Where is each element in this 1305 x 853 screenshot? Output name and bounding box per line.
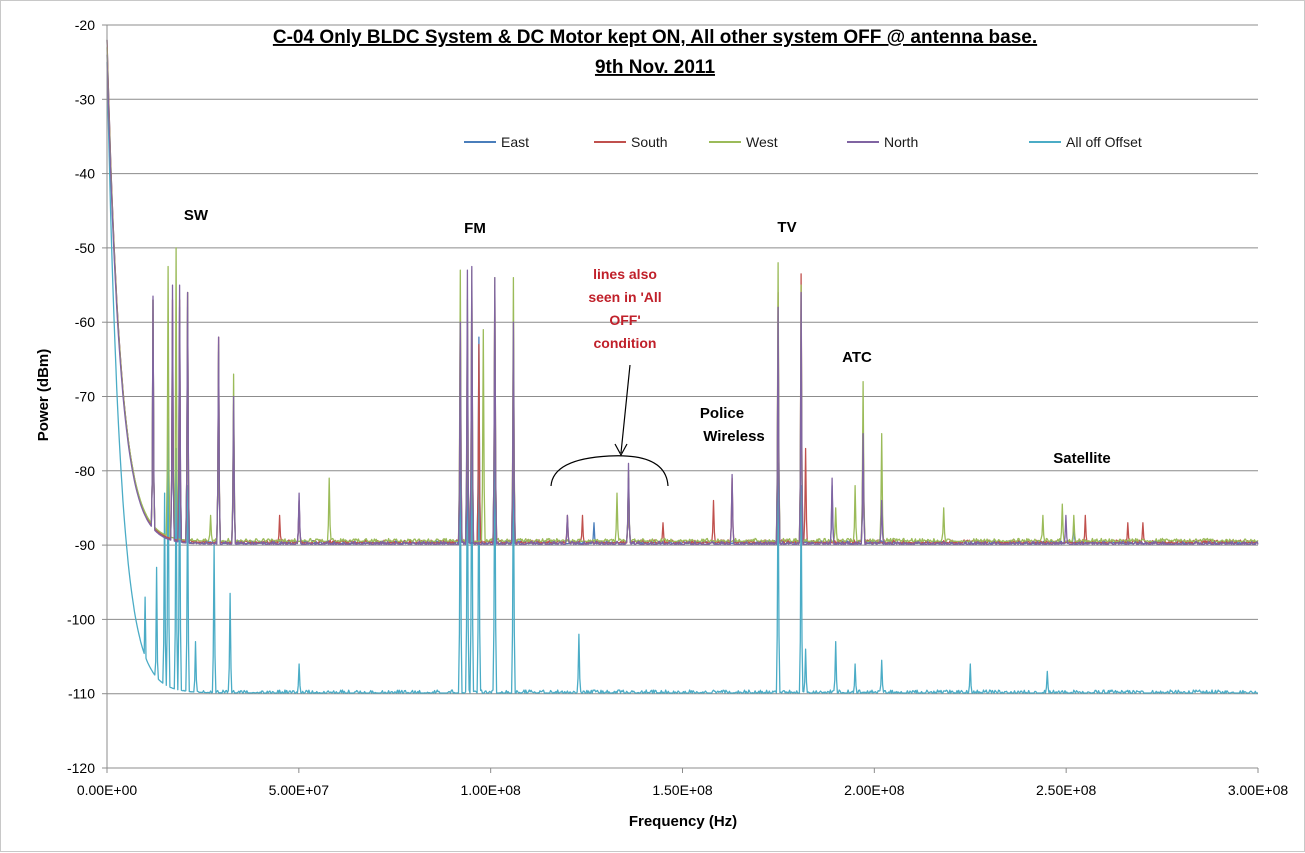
y-tick-label: -50 [75,240,95,256]
axes [102,24,1259,773]
annotation-label: lines also [593,266,657,282]
x-tick-label: 1.00E+08 [460,782,521,798]
y-axis-title: Power (dBm) [35,349,52,442]
annotation-label: Police [700,405,744,422]
x-tick-label: 3.00E+08 [1228,782,1289,798]
annotation-label: OFF' [609,312,640,328]
legend-item: East [464,134,529,150]
y-tick-label: -30 [75,91,95,107]
y-tick-label: -120 [67,760,95,776]
legend-item: West [709,134,778,150]
series-line-north [106,54,1259,546]
legend-label: North [884,134,918,150]
x-tick-labels: 0.00E+00 5.00E+07 1.00E+08 1.50E+08 2.00E+08… [77,782,1289,798]
annotation-label: Satellite [1053,450,1111,467]
series-line-west [106,47,1259,543]
series-line-east [106,39,1259,545]
y-tick-label: -100 [67,611,95,627]
chart-subtitle: 9th Nov. 2011 [595,57,715,78]
x-tick-label: 0.00E+00 [77,782,138,798]
chart-title: C-04 Only BLDC System & DC Motor kept ON… [273,27,1037,48]
legend: East South West North All off Offset [464,134,1142,150]
annotation-label: SW [184,207,209,224]
plot-series [106,39,1259,694]
x-tick-label: 5.00E+07 [269,782,330,798]
annotation-label: seen in 'All [588,289,661,305]
annotation-label: Wireless [703,428,765,445]
series-line-all-off-offset [106,62,1258,694]
annotations: SW FM TV ATC Police Wireless Satellite lines al… [184,207,1111,487]
annotation-label: FM [464,220,486,237]
annotation-label: TV [777,219,796,236]
gridlines [107,24,1258,695]
y-tick-label: -20 [75,17,95,33]
bracket-arc [550,455,669,487]
y-tick-label: -40 [75,166,95,182]
legend-label: All off Offset [1066,134,1142,150]
x-tick-label: 2.50E+08 [1036,782,1097,798]
legend-item: All off Offset [1029,134,1142,150]
arrow-line [620,364,631,454]
y-tick-labels: -20 -30 -40 -50 -60 -70 -80 -90 -100 -110 -120 [67,17,95,776]
y-tick-label: -90 [75,537,95,553]
legend-item: South [594,134,668,150]
annotation-label: condition [594,335,657,351]
arrow-head [614,443,628,457]
annotation-label: ATC [842,349,872,366]
x-tick-label: 1.50E+08 [652,782,713,798]
x-tick-label: 2.00E+08 [844,782,905,798]
y-tick-label: -70 [75,389,95,405]
y-tick-label: -80 [75,463,95,479]
legend-item: North [847,134,918,150]
legend-label: West [746,134,778,150]
y-tick-label: -60 [75,314,95,330]
series-line-south [106,39,1258,544]
y-tick-label: -110 [68,686,95,702]
x-axis-title: Frequency (Hz) [629,813,737,830]
legend-label: East [501,134,529,150]
legend-label: South [631,134,668,150]
